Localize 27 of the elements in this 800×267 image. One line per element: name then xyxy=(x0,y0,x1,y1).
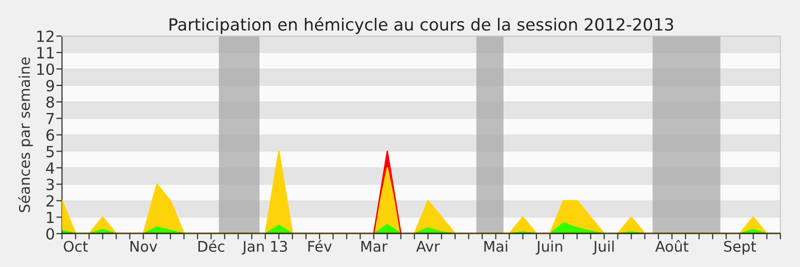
y-tick-label: 11 xyxy=(37,47,54,58)
y-tick-label: 8 xyxy=(46,96,54,108)
x-tick-label: Jan 13 xyxy=(242,240,287,255)
x-tick-label: Déc xyxy=(198,240,224,252)
y-tick-label: 4 xyxy=(46,162,54,174)
y-tick-label: 0 xyxy=(46,228,54,240)
chart-title: Participation en hémicycle au cours de la session 2012-2013 xyxy=(170,17,674,34)
y-tick-label: 12 xyxy=(37,30,54,42)
y-tick-label: 6 xyxy=(46,129,54,141)
y-tick-label: 5 xyxy=(46,146,54,158)
x-tick-label: Oct xyxy=(64,240,88,252)
x-tick-label: Juil xyxy=(592,240,614,255)
y-tick-label: 1 xyxy=(47,212,54,223)
x-tick-label: Nov xyxy=(130,241,158,252)
x-tick-label: Sept xyxy=(724,240,756,255)
x-tick-label: Mai xyxy=(484,240,508,252)
x-tick-label: Août xyxy=(655,240,688,252)
x-tick-label: Juin xyxy=(536,240,562,255)
y-tick-label: 3 xyxy=(46,178,54,190)
x-tick-label: Fév xyxy=(308,240,332,252)
y-tick-label: 7 xyxy=(46,113,54,124)
y-tick-label: 2 xyxy=(46,195,54,206)
x-tick-label: Avr xyxy=(416,241,440,252)
y-tick-label: 10 xyxy=(37,63,54,75)
y-tick-label: 9 xyxy=(46,80,54,92)
y-axis-title: Séances par semaine xyxy=(18,57,33,212)
x-tick-label: Mar xyxy=(361,241,388,252)
